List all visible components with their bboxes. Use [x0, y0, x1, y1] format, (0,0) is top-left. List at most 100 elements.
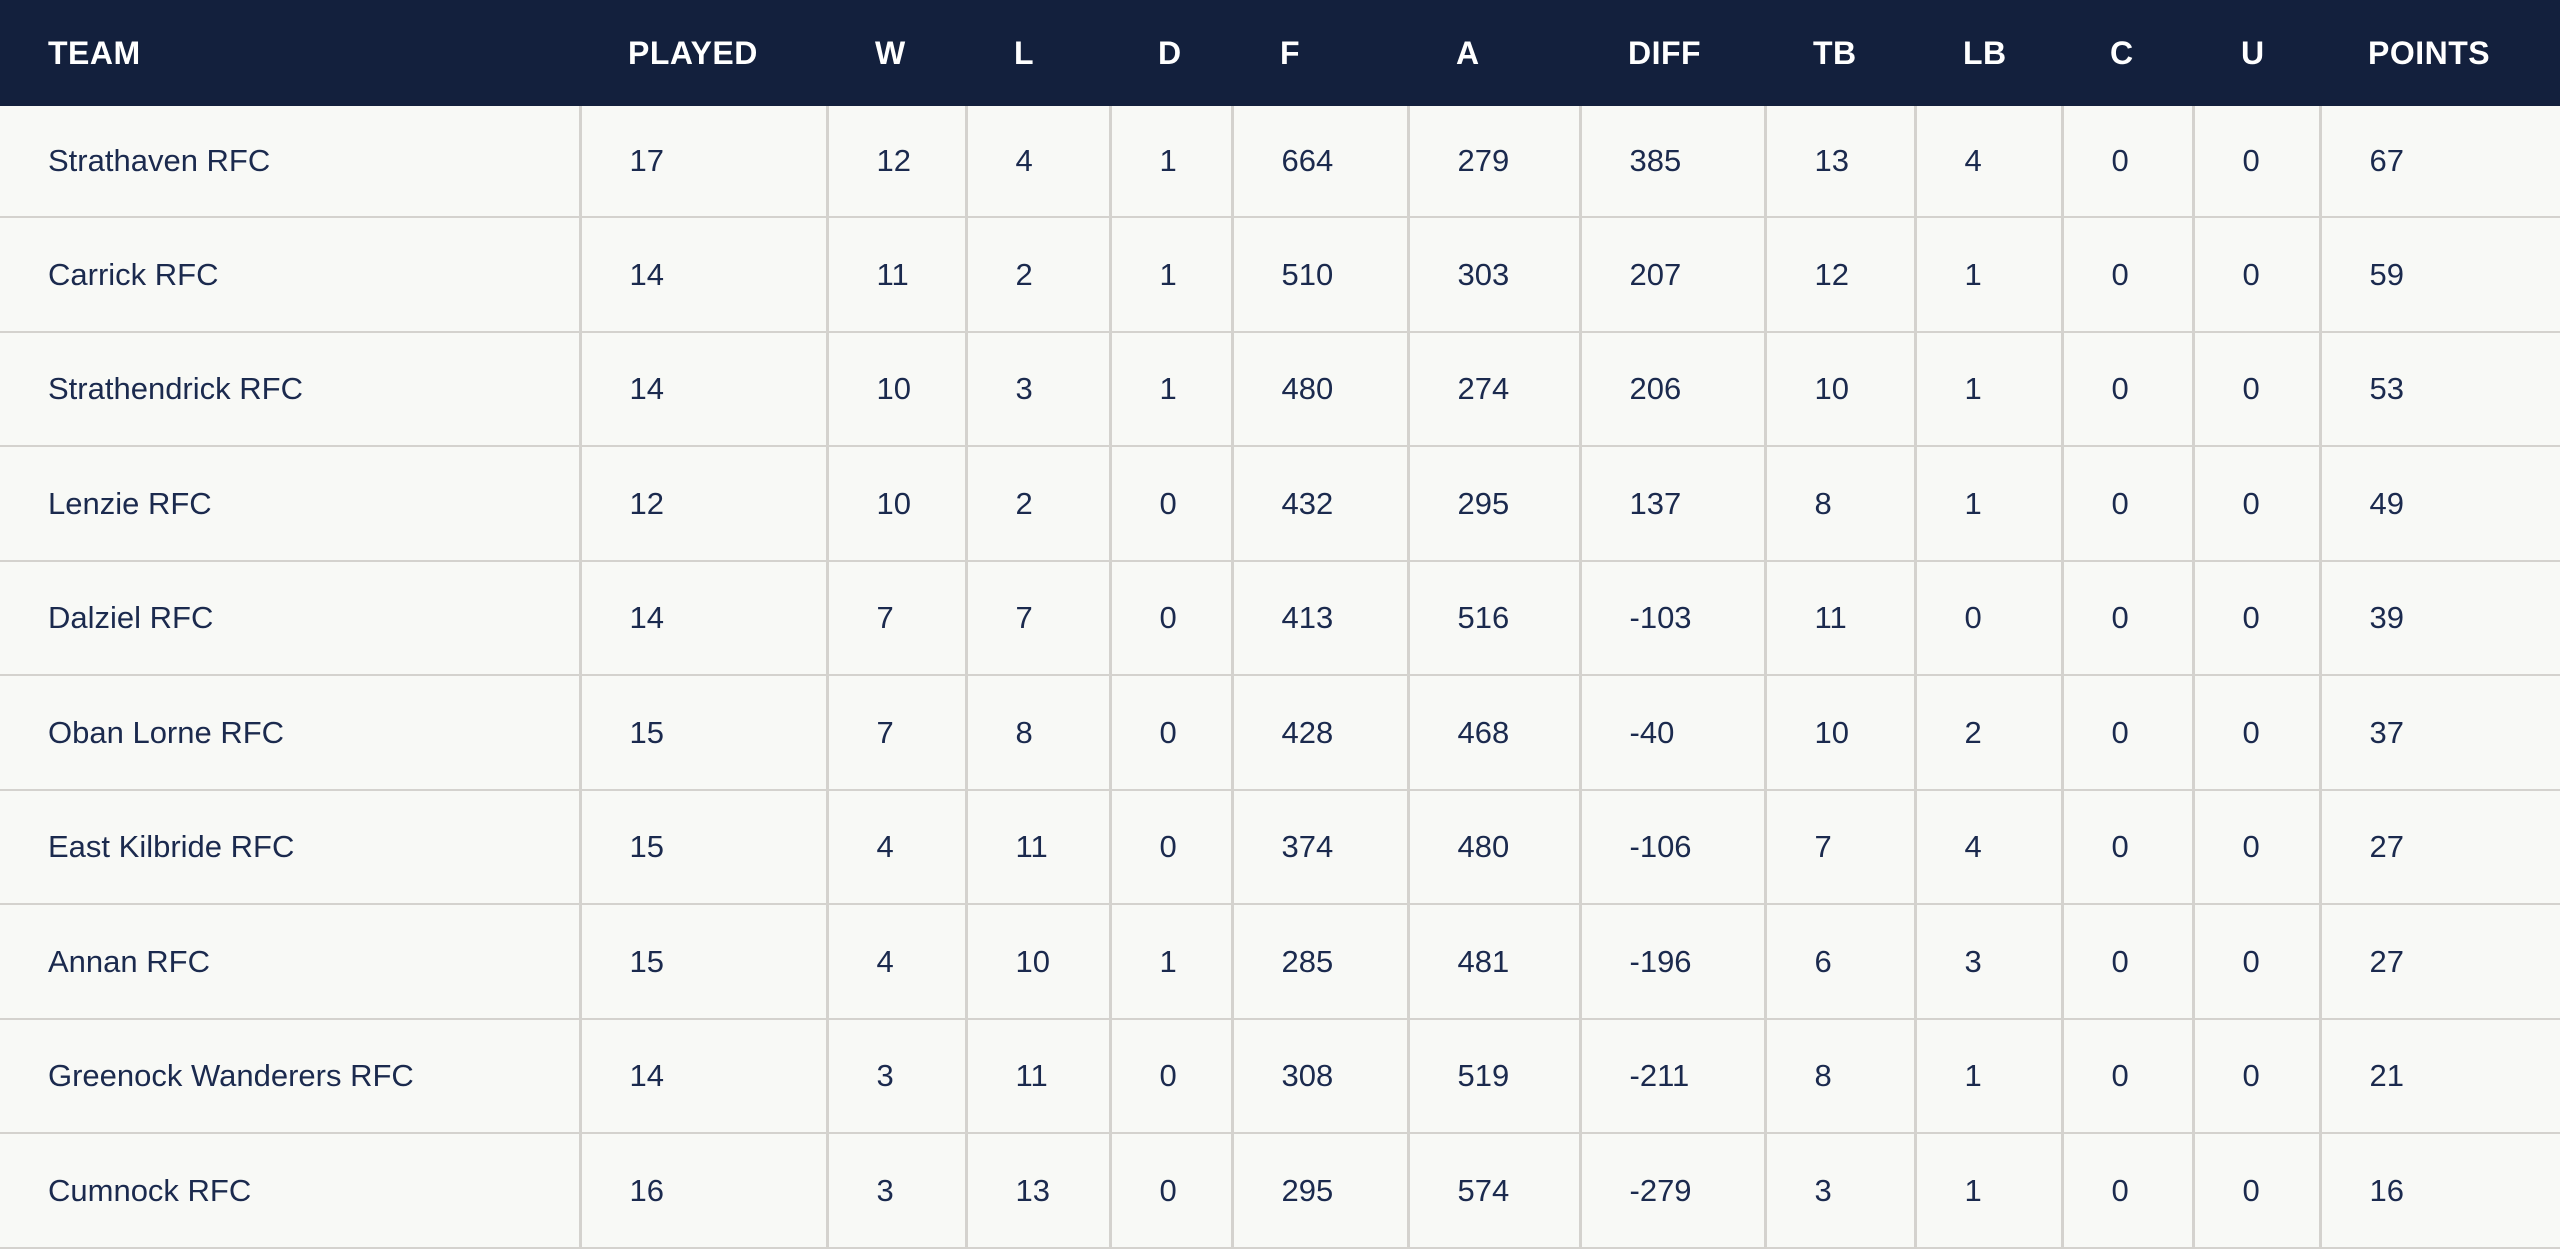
cell-a: 295: [1408, 446, 1582, 562]
cell-a: 274: [1408, 331, 1582, 448]
cell-w: 7: [827, 675, 968, 791]
cell-points: 27: [2320, 904, 2560, 1020]
cell-team: Dalziel RFC: [0, 560, 582, 677]
column-header-losses: L: [966, 0, 1110, 106]
cell-lb: 1: [1915, 331, 2064, 448]
cell-w: 10: [827, 331, 968, 448]
cell-diff: -279: [1580, 1133, 1767, 1249]
cell-team: Lenzie RFC: [0, 446, 582, 562]
table-row: Annan RFC 15 4 10 1 285 481 -196 6 3 0 0 27: [0, 904, 2560, 1020]
cell-c: 0: [2062, 560, 2195, 677]
cell-l: 10: [966, 904, 1112, 1020]
cell-f: 428: [1232, 675, 1410, 791]
cell-tb: 8: [1765, 1018, 1917, 1135]
cell-c: 0: [2062, 446, 2195, 562]
cell-u: 0: [2193, 106, 2322, 219]
table-row: Oban Lorne RFC 15 7 8 0 428 468 -40 10 2 0 0 37: [0, 675, 2560, 791]
cell-c: 0: [2062, 217, 2195, 333]
cell-l: 2: [966, 446, 1112, 562]
cell-played: 14: [580, 217, 829, 333]
column-header-losing-bonus: LB: [1915, 0, 2062, 106]
cell-diff: 207: [1580, 217, 1767, 333]
table-row: Dalziel RFC 14 7 7 0 413 516 -103 11 0 0 0 39: [0, 560, 2560, 677]
cell-lb: 4: [1915, 106, 2064, 219]
cell-team: Cumnock RFC: [0, 1133, 582, 1249]
cell-team: Oban Lorne RFC: [0, 675, 582, 791]
table-row: Lenzie RFC 12 10 2 0 432 295 137 8 1 0 0 49: [0, 446, 2560, 562]
column-header-try-bonus: TB: [1765, 0, 1915, 106]
column-header-played: PLAYED: [580, 0, 827, 106]
cell-u: 0: [2193, 1133, 2322, 1249]
cell-diff: -103: [1580, 560, 1767, 677]
cell-played: 15: [580, 675, 829, 791]
cell-f: 295: [1232, 1133, 1410, 1249]
cell-a: 481: [1408, 904, 1582, 1020]
cell-u: 0: [2193, 789, 2322, 906]
cell-lb: 3: [1915, 904, 2064, 1020]
cell-lb: 0: [1915, 560, 2064, 677]
cell-d: 0: [1110, 675, 1234, 791]
cell-d: 1: [1110, 106, 1234, 219]
cell-tb: 6: [1765, 904, 1917, 1020]
cell-lb: 1: [1915, 1133, 2064, 1249]
column-header-points-against: A: [1408, 0, 1580, 106]
cell-a: 303: [1408, 217, 1582, 333]
cell-tb: 12: [1765, 217, 1917, 333]
cell-points: 53: [2320, 331, 2560, 448]
table-row: Carrick RFC 14 11 2 1 510 303 207 12 1 0 0 59: [0, 217, 2560, 333]
cell-f: 510: [1232, 217, 1410, 333]
cell-c: 0: [2062, 789, 2195, 906]
cell-d: 0: [1110, 1133, 1234, 1249]
cell-lb: 1: [1915, 217, 2064, 333]
cell-lb: 4: [1915, 789, 2064, 906]
cell-played: 17: [580, 106, 829, 219]
cell-points: 27: [2320, 789, 2560, 906]
cell-played: 15: [580, 904, 829, 1020]
table-row: Strathaven RFC 17 12 4 1 664 279 385 13 4 0 0 67: [0, 106, 2560, 219]
cell-lb: 1: [1915, 1018, 2064, 1135]
cell-f: 285: [1232, 904, 1410, 1020]
cell-tb: 11: [1765, 560, 1917, 677]
cell-d: 1: [1110, 331, 1234, 448]
cell-f: 664: [1232, 106, 1410, 219]
cell-tb: 10: [1765, 331, 1917, 448]
cell-l: 7: [966, 560, 1112, 677]
cell-team: Greenock Wanderers RFC: [0, 1018, 582, 1135]
column-header-u: U: [2193, 0, 2320, 106]
cell-points: 39: [2320, 560, 2560, 677]
column-header-wins: W: [827, 0, 966, 106]
cell-diff: 206: [1580, 331, 1767, 448]
cell-c: 0: [2062, 331, 2195, 448]
cell-diff: 137: [1580, 446, 1767, 562]
cell-u: 0: [2193, 675, 2322, 791]
cell-d: 0: [1110, 446, 1234, 562]
cell-a: 519: [1408, 1018, 1582, 1135]
column-header-draws: D: [1110, 0, 1232, 106]
cell-played: 14: [580, 560, 829, 677]
cell-u: 0: [2193, 446, 2322, 562]
cell-points: 21: [2320, 1018, 2560, 1135]
cell-diff: -106: [1580, 789, 1767, 906]
cell-l: 11: [966, 789, 1112, 906]
table-row: Greenock Wanderers RFC 14 3 11 0 308 519 -211 8 1…: [0, 1018, 2560, 1135]
table-row: Cumnock RFC 16 3 13 0 295 574 -279 3 1 0 0 16: [0, 1133, 2560, 1249]
cell-points: 49: [2320, 446, 2560, 562]
cell-w: 4: [827, 904, 968, 1020]
cell-lb: 1: [1915, 446, 2064, 562]
league-table-body: Strathaven RFC 17 12 4 1 664 279 385 13 4 0 0 67 Carr…: [0, 106, 2560, 1249]
cell-tb: 13: [1765, 106, 1917, 219]
cell-diff: -40: [1580, 675, 1767, 791]
cell-diff: 385: [1580, 106, 1767, 219]
cell-l: 4: [966, 106, 1112, 219]
cell-a: 468: [1408, 675, 1582, 791]
cell-u: 0: [2193, 904, 2322, 1020]
cell-d: 0: [1110, 1018, 1234, 1135]
table-row: Strathendrick RFC 14 10 3 1 480 274 206 10 1 0 0 53: [0, 331, 2560, 448]
cell-tb: 3: [1765, 1133, 1917, 1249]
cell-l: 13: [966, 1133, 1112, 1249]
cell-w: 11: [827, 217, 968, 333]
cell-w: 3: [827, 1018, 968, 1135]
cell-c: 0: [2062, 904, 2195, 1020]
column-header-points-for: F: [1232, 0, 1408, 106]
